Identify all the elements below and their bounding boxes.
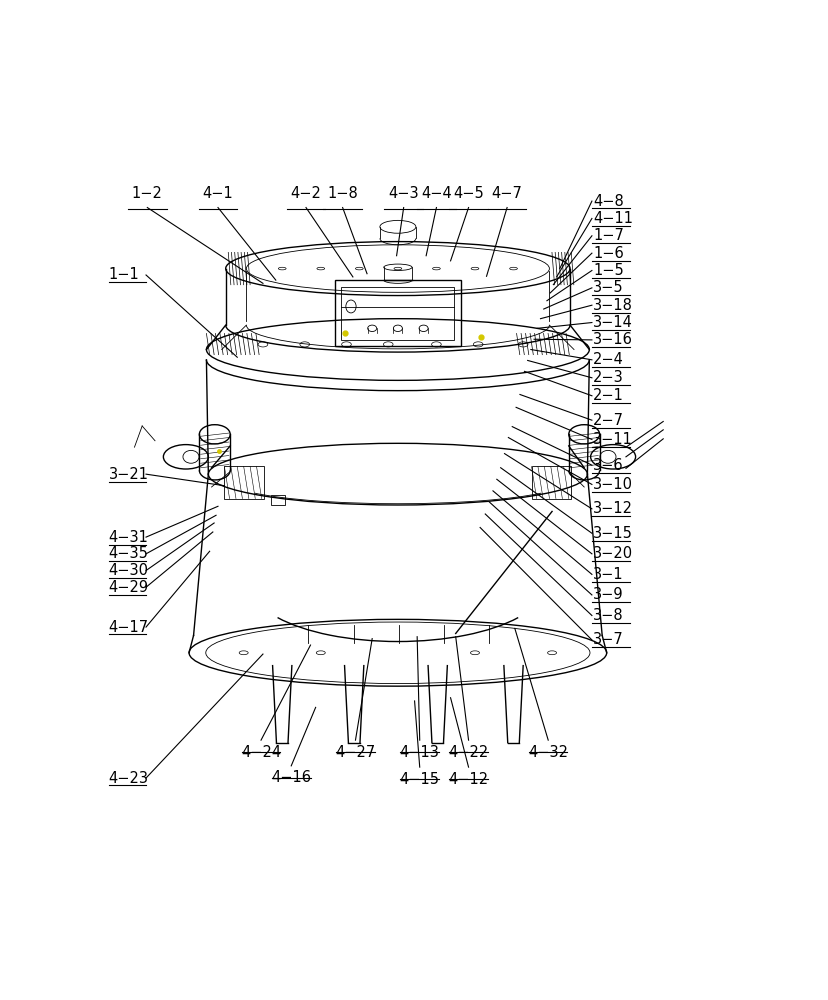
Text: 4−2: 4−2 bbox=[291, 186, 321, 201]
Text: 1−2: 1−2 bbox=[132, 186, 162, 201]
Text: 4−11: 4−11 bbox=[593, 211, 633, 226]
Bar bbox=[224, 466, 264, 499]
Text: 4−1: 4−1 bbox=[202, 186, 233, 201]
Text: 4−31: 4−31 bbox=[108, 530, 148, 545]
Text: 4−16: 4−16 bbox=[271, 770, 310, 785]
Bar bbox=[341, 287, 454, 340]
Text: 1−7: 1−7 bbox=[593, 228, 623, 243]
Text: 2−3: 2−3 bbox=[593, 370, 623, 385]
Text: 1−8: 1−8 bbox=[327, 186, 358, 201]
Text: 3−15: 3−15 bbox=[593, 526, 633, 541]
Text: 1−5: 1−5 bbox=[593, 263, 623, 278]
Text: 3−20: 3−20 bbox=[593, 546, 633, 561]
Text: 4−5: 4−5 bbox=[453, 186, 484, 201]
Text: 4−30: 4−30 bbox=[108, 563, 148, 578]
Text: 3−18: 3−18 bbox=[593, 298, 633, 313]
Text: 3−16: 3−16 bbox=[593, 332, 633, 347]
Text: 3−8: 3−8 bbox=[593, 608, 623, 623]
Bar bbox=[270, 495, 285, 505]
Text: 3−5: 3−5 bbox=[593, 280, 623, 295]
Text: 4−8: 4−8 bbox=[593, 194, 623, 209]
Text: 4−17: 4−17 bbox=[108, 620, 149, 635]
Text: 4−15: 4−15 bbox=[399, 772, 439, 787]
Text: 4−29: 4−29 bbox=[108, 580, 149, 595]
Text: 4−32: 4−32 bbox=[527, 745, 567, 760]
Text: 4−3: 4−3 bbox=[388, 186, 418, 201]
Text: 4−7: 4−7 bbox=[491, 186, 522, 201]
Text: 3−12: 3−12 bbox=[593, 501, 633, 516]
Text: 4−24: 4−24 bbox=[241, 745, 281, 760]
Bar bbox=[531, 466, 570, 499]
Text: 3−21: 3−21 bbox=[108, 467, 148, 482]
Text: 3−6: 3−6 bbox=[593, 458, 623, 473]
Text: 2−7: 2−7 bbox=[593, 413, 623, 428]
Text: 3−7: 3−7 bbox=[593, 632, 623, 647]
Text: 3−1: 3−1 bbox=[593, 567, 623, 582]
Text: 4−13: 4−13 bbox=[399, 745, 439, 760]
Text: 4−23: 4−23 bbox=[108, 771, 148, 786]
Text: 4−4: 4−4 bbox=[421, 186, 451, 201]
Text: 2−4: 2−4 bbox=[593, 352, 623, 367]
Text: 3−10: 3−10 bbox=[593, 477, 633, 492]
Text: 4−12: 4−12 bbox=[448, 772, 488, 787]
Text: 3−14: 3−14 bbox=[593, 315, 633, 330]
Text: 3−11: 3−11 bbox=[593, 432, 633, 447]
Text: 4−35: 4−35 bbox=[108, 546, 148, 561]
Text: 4−22: 4−22 bbox=[448, 745, 488, 760]
Text: 1−6: 1−6 bbox=[593, 246, 623, 261]
Text: 3−9: 3−9 bbox=[593, 587, 623, 602]
Bar bbox=[335, 280, 460, 346]
Text: 1−1: 1−1 bbox=[108, 267, 139, 282]
Text: 2−1: 2−1 bbox=[593, 388, 623, 403]
Text: 4−27: 4−27 bbox=[335, 745, 375, 760]
